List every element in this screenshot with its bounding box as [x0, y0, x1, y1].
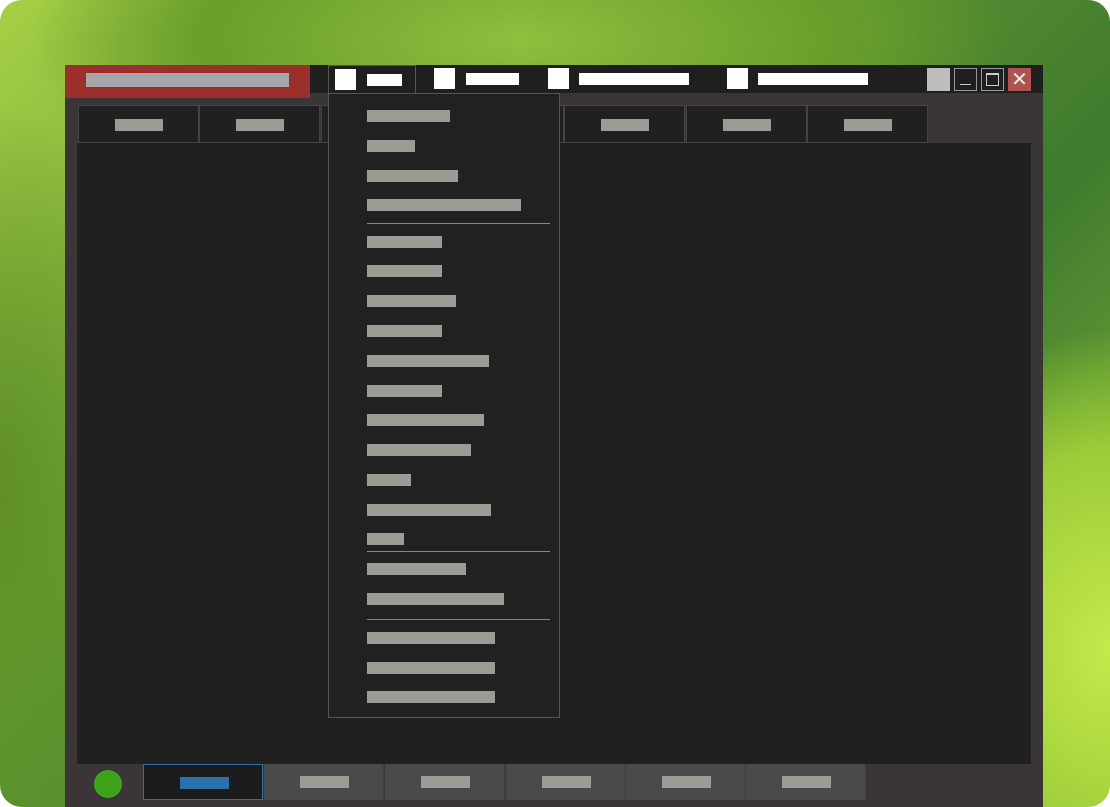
tab-icon [335, 69, 356, 90]
menu-item[interactable] [329, 406, 559, 434]
title-bar: ✕ [65, 65, 1043, 98]
close-button[interactable]: ✕ [1008, 68, 1031, 91]
menu-item[interactable] [329, 555, 559, 583]
tab-4[interactable] [727, 65, 872, 93]
menu-item-label [367, 199, 521, 211]
taskbar-tab-label [421, 776, 470, 788]
status-indicator [94, 770, 122, 798]
tab-label [579, 73, 689, 85]
menu-item-label [367, 325, 442, 337]
window-title-text [86, 73, 289, 87]
menu-item[interactable] [329, 466, 559, 494]
menu-item-label [367, 355, 489, 367]
menu-item-label [367, 632, 495, 644]
taskbar-tab-label [542, 776, 591, 788]
menu-separator [367, 223, 550, 224]
minimize-icon [960, 84, 971, 85]
toolbar-button-6[interactable] [686, 105, 807, 143]
menu-item-label [367, 414, 484, 426]
menu-item[interactable] [329, 191, 559, 219]
maximize-button[interactable] [981, 68, 1004, 91]
toolbar-button-1[interactable] [78, 105, 199, 143]
menu-item-label [367, 444, 471, 456]
menu-item[interactable] [329, 102, 559, 130]
menu-item-label [367, 265, 442, 277]
taskbar-tab-label [300, 776, 349, 788]
toolbar-button-label [601, 119, 649, 131]
menu-item[interactable] [329, 287, 559, 315]
toolbar-button-label [115, 119, 163, 131]
window-title [65, 65, 310, 98]
menu-item[interactable] [329, 132, 559, 160]
menu-item[interactable] [329, 585, 559, 613]
menu-item[interactable] [329, 624, 559, 652]
menu-item-label [367, 563, 466, 575]
taskbar-tab-label [662, 776, 711, 788]
taskbar-tab-5[interactable] [626, 764, 746, 800]
menu-item-label [367, 504, 491, 516]
toolbar-button-label [236, 119, 284, 131]
app-menu-button[interactable] [927, 68, 950, 91]
menu-item[interactable] [329, 436, 559, 464]
tab-2[interactable] [434, 65, 524, 93]
menu-item-label [367, 593, 504, 605]
menu-item-label [367, 140, 415, 152]
taskbar-tab-6[interactable] [746, 764, 866, 800]
tab-label [758, 73, 868, 85]
taskbar-tab-label [180, 777, 229, 789]
maximize-icon [986, 73, 999, 86]
toolbar-button-2[interactable] [199, 105, 320, 143]
tab-label [367, 74, 402, 86]
menu-item-label [367, 533, 404, 545]
toolbar-button-label [723, 119, 771, 131]
taskbar-tab-1[interactable] [143, 764, 263, 800]
tab-icon [548, 68, 569, 89]
menu-item[interactable] [329, 525, 559, 553]
toolbar-button-label [844, 119, 892, 131]
menu-item-label [367, 170, 458, 182]
close-icon: ✕ [1011, 67, 1028, 91]
toolbar-button-5[interactable] [564, 105, 685, 143]
tab-1[interactable] [328, 65, 416, 94]
menu-item[interactable] [329, 228, 559, 256]
menu-item-label [367, 474, 411, 486]
menu-item-label [367, 662, 495, 674]
tab-3[interactable] [548, 65, 693, 93]
taskbar-tab-label [782, 776, 831, 788]
menu-item[interactable] [329, 654, 559, 682]
tab-icon [434, 68, 455, 89]
taskbar-tab-4[interactable] [506, 764, 626, 800]
menu-item[interactable] [329, 377, 559, 405]
menu-item[interactable] [329, 257, 559, 285]
menu-item[interactable] [329, 347, 559, 375]
taskbar-tab-3[interactable] [385, 764, 505, 800]
tab-label [466, 73, 519, 85]
taskbar-tab-2[interactable] [264, 764, 384, 800]
tab-icon [727, 68, 748, 89]
menu-item-label [367, 236, 442, 248]
menu-item[interactable] [329, 496, 559, 524]
menu-item[interactable] [329, 683, 559, 711]
menu-item-label [367, 385, 442, 397]
menu-item-label [367, 295, 456, 307]
app-window: ✕ [65, 65, 1043, 807]
minimize-button[interactable] [954, 68, 977, 91]
menu-item-label [367, 110, 450, 122]
taskbar [65, 764, 1043, 807]
menu-item[interactable] [329, 162, 559, 190]
menu-item-label [367, 691, 495, 703]
menu-separator [367, 619, 550, 620]
menu-separator [367, 551, 550, 552]
toolbar-button-7[interactable] [807, 105, 928, 143]
dropdown-menu [328, 93, 560, 718]
menu-item[interactable] [329, 317, 559, 345]
